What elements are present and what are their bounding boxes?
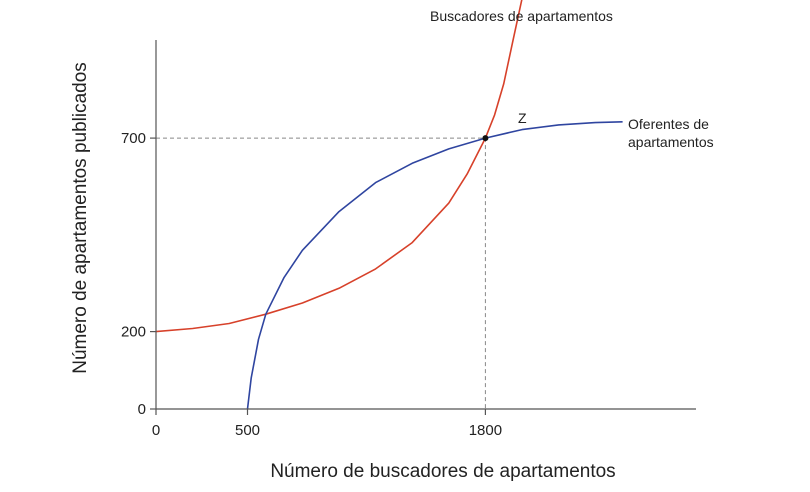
- x-tick-label: 500: [235, 422, 260, 439]
- equilibrium-point: [482, 135, 489, 142]
- x-axis-title: Número de buscadores de apartamentos: [270, 461, 615, 482]
- curve-labels: Buscadores de apartamentos Oferentes de …: [430, 8, 714, 150]
- x-tick-label: 1800: [469, 422, 502, 439]
- y-tick-label: 0: [138, 401, 146, 418]
- y-axis-title: Número de apartamentos publicados: [70, 62, 91, 374]
- series-label-oferentes: Oferentes de apartamentos: [628, 116, 714, 150]
- y-tick-label: 700: [121, 130, 146, 147]
- oferentes-curve: [246, 121, 623, 410]
- x-tick-label: 0: [152, 422, 160, 439]
- series-label-buscadores: Buscadores de apartamentos: [430, 8, 613, 24]
- curves: [155, 0, 623, 410]
- y-tick-label: 200: [121, 324, 146, 341]
- buscadores-curve: [155, 0, 523, 333]
- tick-labels: 0 500 1800 0 200 700: [121, 130, 502, 439]
- point-label-z: Z: [518, 110, 527, 126]
- axes: [150, 40, 696, 415]
- guide-lines: [156, 137, 486, 409]
